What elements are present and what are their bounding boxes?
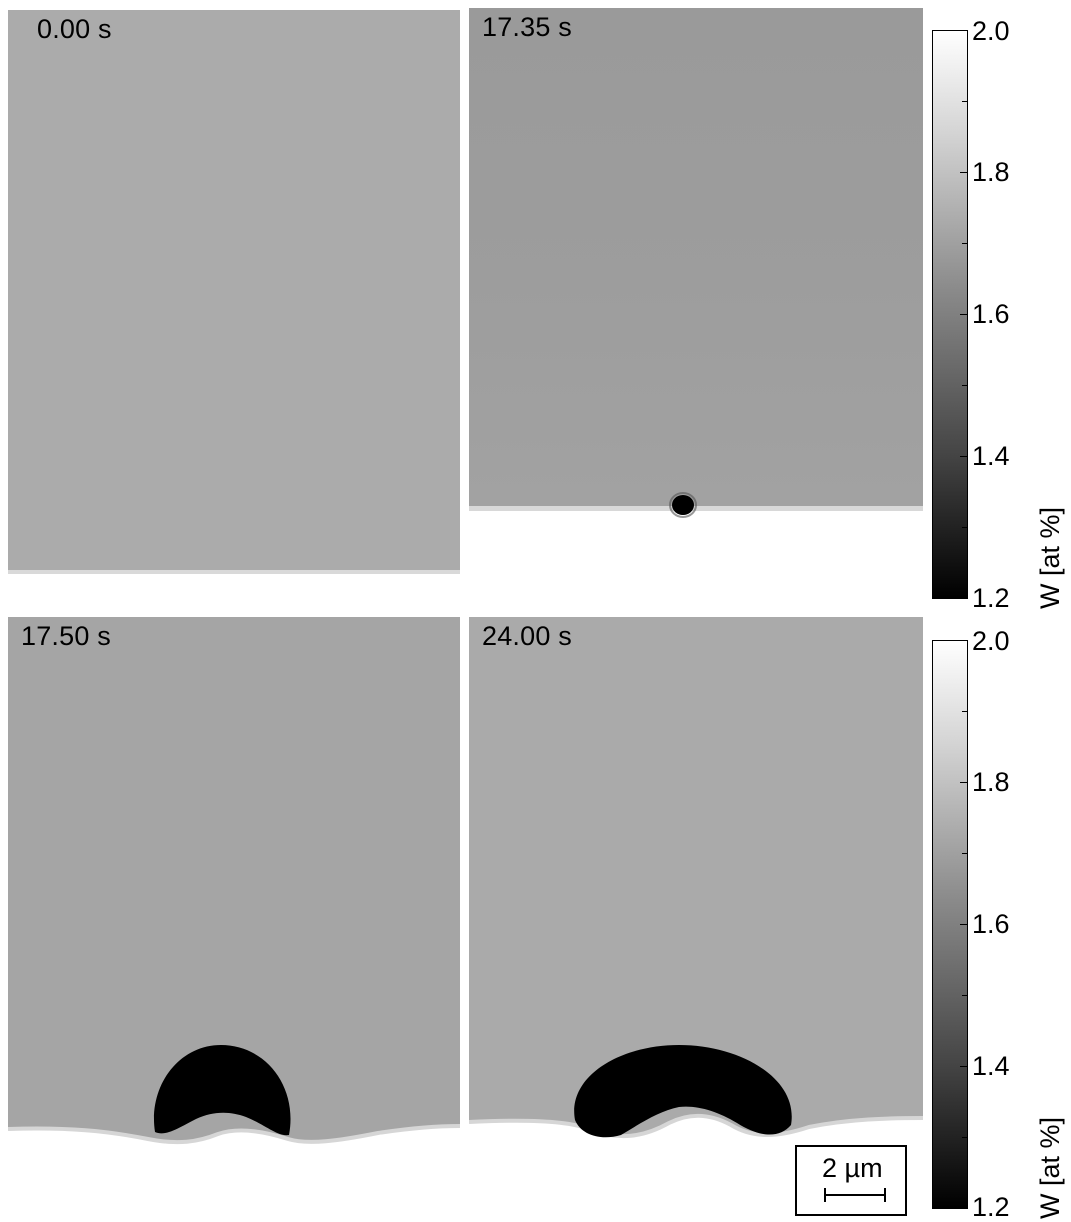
colorbar-bottom-tick-1-4: 1.4 <box>972 1051 1010 1081</box>
panel-17-35s: 17.35 s <box>469 8 923 528</box>
colorbar-bottom-tick-1-6: 1.6 <box>972 909 1010 939</box>
colorbar-top-tick-1-6: 1.6 <box>972 299 1010 329</box>
colorbar-bottom-tick-2-0: 2.0 <box>972 626 1010 656</box>
colorbar-top-tick-2-0: 2.0 <box>972 16 1010 46</box>
scale-bar-line <box>824 1188 886 1202</box>
precipitate <box>153 1045 291 1136</box>
precipitate <box>574 1045 792 1138</box>
time-label: 0.00 s <box>37 14 112 44</box>
colorbar-top-tick-1-8: 1.8 <box>972 157 1010 187</box>
colorbar-top-tick-1-4: 1.4 <box>972 441 1010 471</box>
panel-24-00s: 24.00 s <box>469 617 923 1150</box>
panel-24-00s-field <box>469 617 923 1150</box>
time-label: 17.35 s <box>482 12 572 42</box>
colorbar-top-title: W [at %] <box>1035 506 1065 609</box>
panel-17-50s: 17.50 s <box>8 617 460 1150</box>
time-label: 17.50 s <box>21 621 111 651</box>
panel-0-00s-field <box>8 10 460 577</box>
colorbar-bottom-tick-1-2: 1.2 <box>972 1192 1010 1222</box>
panel-0-00s: 0.00 s <box>8 10 460 577</box>
colorbar-bottom-title: W [at %] <box>1035 1116 1065 1219</box>
time-label: 24.00 s <box>482 621 572 651</box>
colorbar-bottom-tick-1-8: 1.8 <box>972 767 1010 797</box>
panel-17-35s-field <box>469 8 923 528</box>
colorbar-top-tick-1-2: 1.2 <box>972 583 1010 613</box>
panel-17-50s-field <box>8 617 460 1150</box>
nucleus <box>672 495 694 515</box>
scale-bar-label: 2 µm <box>822 1153 883 1183</box>
scale-bar: 2 µm <box>795 1145 907 1216</box>
